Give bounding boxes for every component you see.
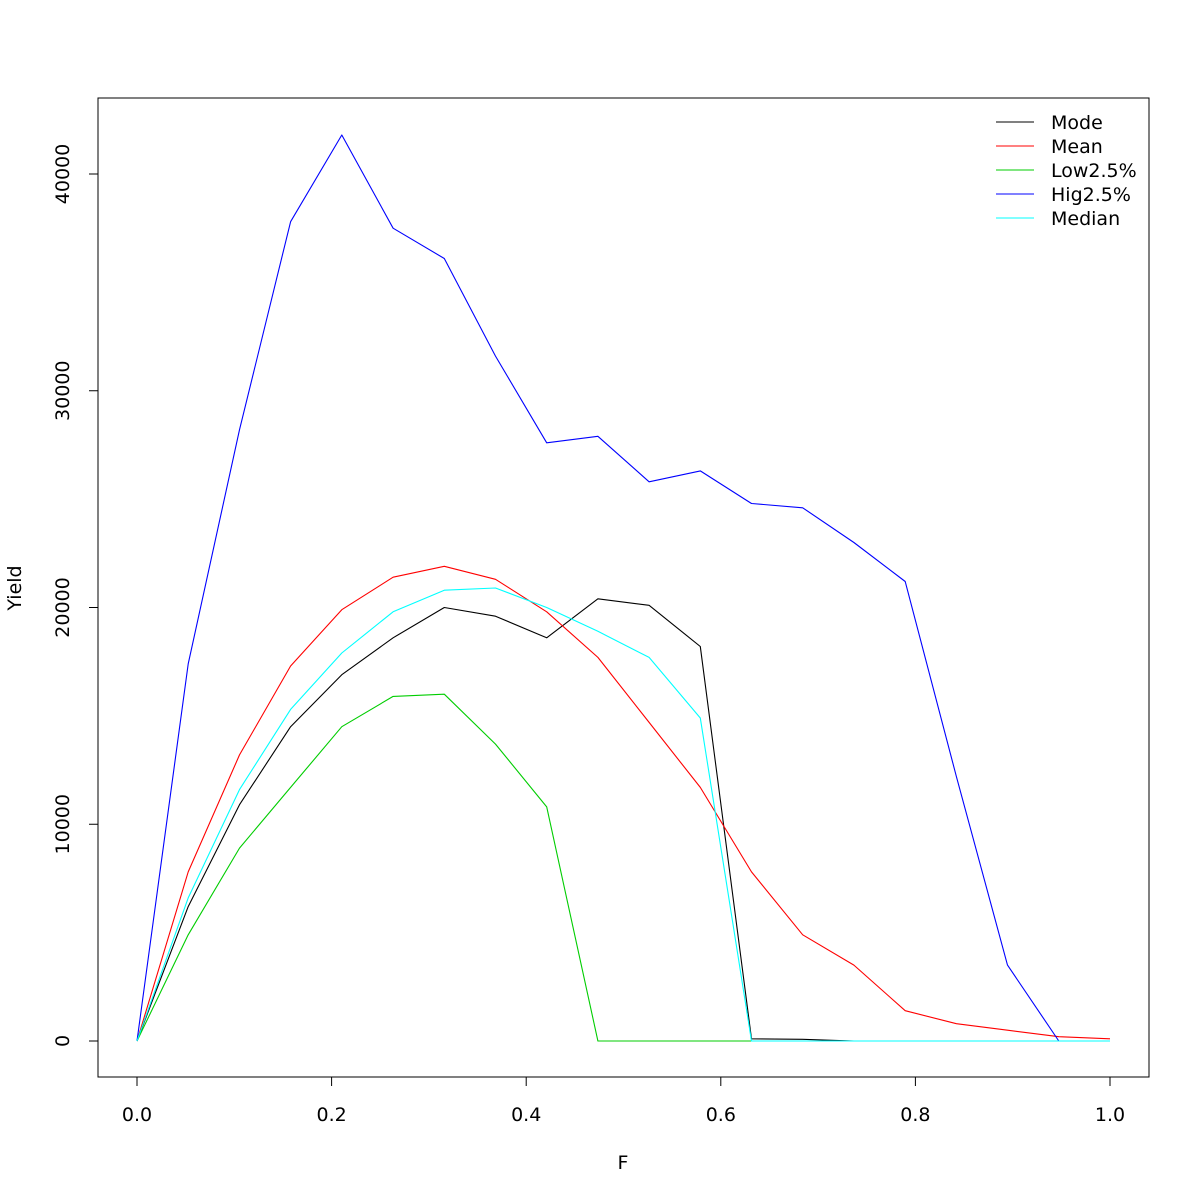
y-tick-label: 20000	[52, 577, 74, 637]
x-tick-label: 0.2	[316, 1104, 346, 1126]
x-tick-label: 0.0	[122, 1104, 152, 1126]
series-line-mean	[136, 565, 1111, 1042]
y-axis: 0 10000 20000 30000 40000	[52, 144, 99, 1047]
x-tick-label: 0.6	[706, 1104, 736, 1126]
y-tick-label: 10000	[52, 794, 74, 854]
x-axis: 0.0 0.2 0.4 0.6 0.8 1.0	[122, 1076, 1125, 1126]
legend-label: Low2.5%	[1051, 160, 1137, 182]
series-line-mode	[136, 598, 1110, 1042]
y-tick-label: 0	[52, 1035, 74, 1047]
x-tick-label: 1.0	[1095, 1104, 1125, 1126]
x-tick-label: 0.4	[511, 1104, 541, 1126]
series-line-median	[136, 587, 1110, 1042]
y-axis-title: Yield	[4, 565, 26, 611]
x-tick-label: 0.8	[900, 1104, 930, 1126]
legend-label: Mean	[1051, 136, 1103, 158]
series-line-low2-5	[136, 693, 1110, 1042]
legend-label: Median	[1051, 208, 1120, 230]
x-axis-title: F	[618, 1152, 629, 1174]
y-tick-label: 30000	[52, 361, 74, 421]
y-tick-label: 40000	[52, 144, 74, 204]
legend-label: Mode	[1051, 112, 1103, 134]
series-line-hig2-5	[136, 134, 1110, 1042]
series-lines	[136, 134, 1111, 1042]
legend-label: Hig2.5%	[1051, 184, 1131, 206]
plot-frame	[97, 97, 1150, 1078]
